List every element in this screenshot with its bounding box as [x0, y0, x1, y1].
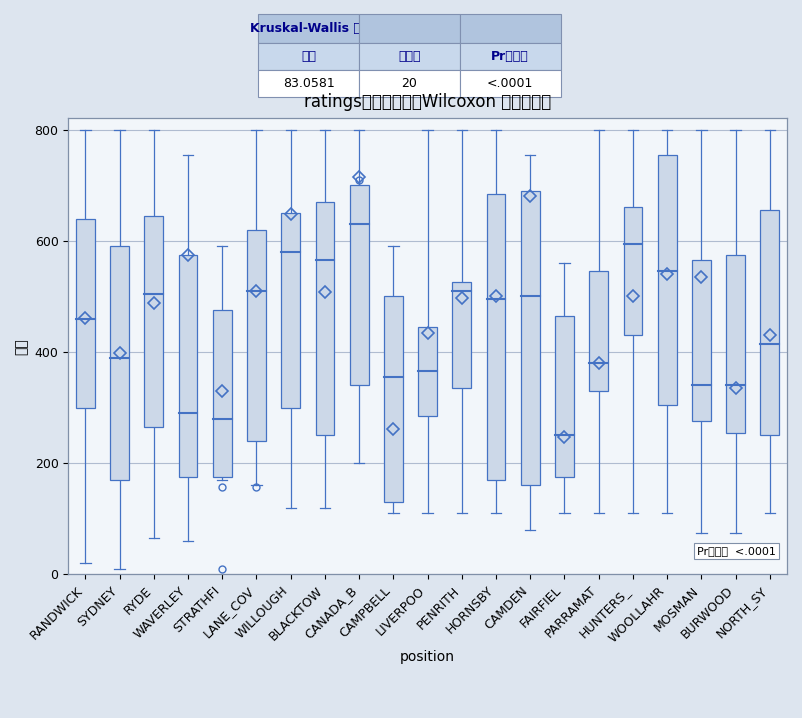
Bar	[691, 260, 710, 421]
Text: Pr＞卡方  <.0001: Pr＞卡方 <.0001	[696, 546, 776, 556]
Bar	[657, 154, 676, 405]
Y-axis label: 评分: 评分	[15, 338, 29, 355]
Bar	[759, 210, 778, 435]
Bar	[281, 213, 300, 408]
Bar	[486, 194, 504, 480]
X-axis label: position: position	[399, 651, 455, 664]
Bar	[315, 202, 334, 435]
Bar	[554, 316, 573, 477]
Bar	[76, 218, 95, 408]
Bar	[589, 271, 607, 391]
Bar	[247, 230, 265, 441]
Bar	[383, 297, 403, 502]
Bar	[520, 191, 539, 485]
Bar	[725, 255, 744, 433]
Bar	[418, 327, 436, 416]
Title: ratings的评分类型为Wilcoxon 评分的分布: ratings的评分类型为Wilcoxon 评分的分布	[304, 93, 550, 111]
Bar	[110, 246, 129, 480]
Bar	[213, 310, 232, 477]
Bar	[350, 185, 368, 386]
Bar	[622, 208, 642, 335]
Bar	[452, 282, 471, 388]
Bar	[144, 216, 163, 427]
Bar	[178, 255, 197, 477]
